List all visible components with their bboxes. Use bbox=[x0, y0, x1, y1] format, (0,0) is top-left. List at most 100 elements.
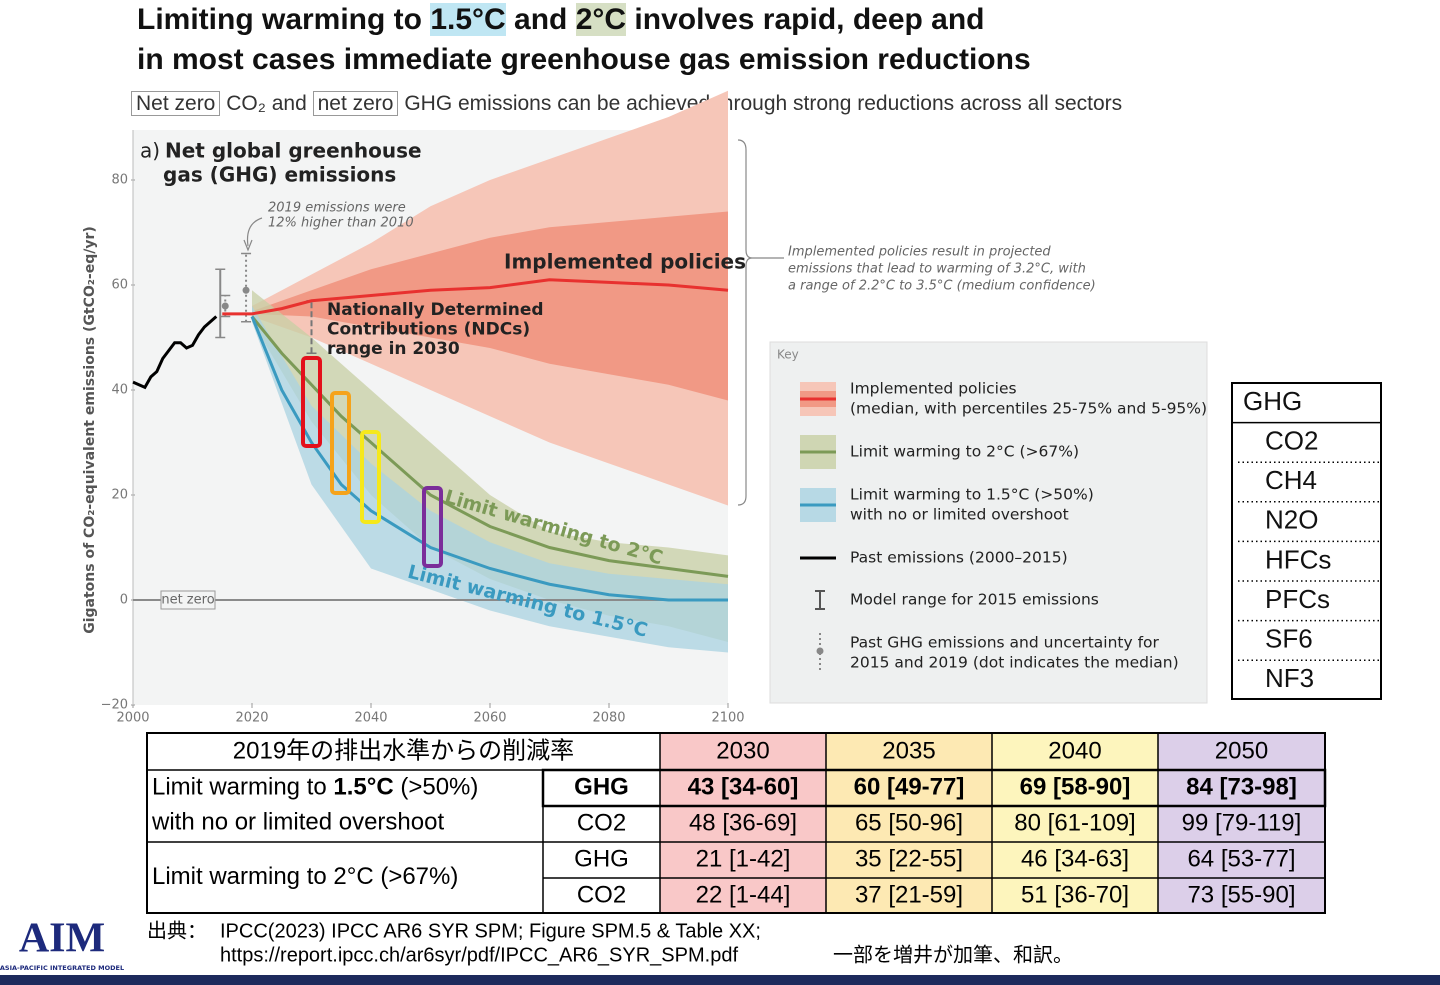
key-label: Limit warming to 1.5°C (>50%) bbox=[850, 486, 1094, 504]
gas-label: HFCs bbox=[1265, 544, 1331, 574]
annotation: range in 2030 bbox=[327, 339, 460, 359]
panel-title: gas (GHG) emissions bbox=[163, 163, 396, 187]
y-tick-label: −20 bbox=[101, 698, 128, 713]
x-tick-label: 2000 bbox=[116, 711, 149, 726]
annotation: 2019 emissions were bbox=[268, 201, 406, 216]
key-label: with no or limited overshoot bbox=[850, 506, 1069, 524]
title-highlight: 2°C bbox=[575, 3, 627, 36]
table-gas: CO2 bbox=[577, 809, 626, 836]
subtitle-box: net zero bbox=[312, 91, 399, 116]
series-line bbox=[132, 315, 218, 390]
key-label: Implemented policies bbox=[850, 380, 1017, 398]
annotation: Nationally Determined bbox=[327, 300, 544, 320]
table-cell: 21 [1-42] bbox=[696, 845, 791, 872]
table-group-label: with no or limited overshoot bbox=[151, 809, 444, 836]
key-label: (median, with percentiles 25-75% and 5-9… bbox=[850, 400, 1207, 418]
panel-title: Net global greenhouse bbox=[165, 139, 422, 163]
range-band bbox=[252, 211, 728, 401]
range-band bbox=[252, 290, 728, 642]
table-header: 2050 bbox=[1215, 737, 1268, 764]
table-cell: 65 [50-96] bbox=[855, 809, 963, 836]
table-gas: GHG bbox=[574, 845, 629, 872]
table-cell: 84 [73-98] bbox=[1186, 773, 1297, 800]
key-icon bbox=[816, 647, 824, 655]
title-text: Limiting warming to bbox=[137, 3, 431, 36]
table-gas: CO2 bbox=[577, 881, 626, 908]
series-label: Implemented policies bbox=[504, 250, 746, 274]
table-column-fill bbox=[826, 733, 992, 913]
annotation: a range of 2.2°C to 3.5°C (medium confid… bbox=[788, 279, 1096, 294]
subtitle-text: GHG emissions can be achieved through st… bbox=[404, 92, 1123, 115]
y-tick-label: 80 bbox=[111, 173, 128, 188]
table-cell: 69 [58-90] bbox=[1020, 773, 1131, 800]
highlight-box bbox=[330, 391, 351, 495]
table-header: 2019年の排出水準からの削減率 bbox=[233, 737, 574, 764]
key-label: 2015 and 2019 (dot indicates the median) bbox=[850, 654, 1179, 672]
y-tick-label: 60 bbox=[111, 278, 128, 293]
footer-bar bbox=[0, 975, 1440, 985]
y-axis-label: Gigatons of CO₂-equivalent emissions (Gt… bbox=[82, 226, 98, 634]
x-tick-label: 2060 bbox=[473, 711, 506, 726]
table-cell: 99 [79-119] bbox=[1182, 809, 1302, 836]
table-group-label-part: Limit warming to 2°C (>67%) bbox=[152, 863, 458, 890]
key-box bbox=[769, 341, 1208, 704]
annotation-arrowhead bbox=[243, 239, 253, 252]
annotation: Implemented policies result in projected bbox=[788, 245, 1051, 260]
table-group-label-part: (>50%) bbox=[394, 774, 479, 801]
key-title: Key bbox=[777, 348, 799, 362]
range-band bbox=[252, 306, 728, 653]
key-label: Model range for 2015 emissions bbox=[850, 591, 1099, 609]
table-cell: 73 [55-90] bbox=[1187, 881, 1295, 908]
gas-label: PFCs bbox=[1265, 584, 1330, 614]
source-note: 一部を増井が加筆、和訳。 bbox=[833, 943, 1073, 966]
subtitle-box: Net zero bbox=[131, 91, 221, 116]
table-cell: 43 [34-60] bbox=[688, 773, 799, 800]
table-cell: 64 [53-77] bbox=[1187, 845, 1295, 872]
x-tick-label: 2100 bbox=[711, 711, 744, 726]
annotation-arrow bbox=[246, 217, 263, 247]
y-tick-label: 0 bbox=[120, 593, 128, 608]
table-column-fill bbox=[660, 733, 826, 913]
table-group-label: Limit warming to 1.5°C (>50%) bbox=[152, 774, 478, 801]
highlight-box bbox=[301, 356, 322, 448]
x-tick-label: 2040 bbox=[354, 711, 387, 726]
bracket bbox=[737, 139, 784, 506]
series-line bbox=[222, 278, 729, 316]
table-gas-emph bbox=[541, 768, 1327, 808]
key-label: Past GHG emissions and uncertainty for bbox=[850, 634, 1160, 652]
median-dot bbox=[242, 286, 250, 294]
title-highlight: 1.5°C bbox=[430, 3, 506, 36]
annotation: 12% higher than 2010 bbox=[268, 216, 414, 231]
table-cell: 60 [49-77] bbox=[854, 773, 965, 800]
gas-label: NF3 bbox=[1265, 663, 1314, 693]
x-tick-label: 2020 bbox=[235, 711, 268, 726]
highlight-box bbox=[360, 430, 381, 524]
title: Limiting warming to 1.5°C and 2°C involv… bbox=[137, 0, 1031, 80]
key-label: Past emissions (2000–2015) bbox=[850, 549, 1068, 567]
y-tick-label: 40 bbox=[111, 383, 128, 398]
table-cell: 37 [21-59] bbox=[855, 881, 963, 908]
table-group-label: Limit warming to 2°C (>67%) bbox=[152, 863, 458, 890]
panel-label: a) bbox=[140, 139, 160, 163]
gas-label: CO2 bbox=[1265, 425, 1318, 455]
table-header: 2035 bbox=[882, 737, 935, 764]
gas-label: SF6 bbox=[1265, 623, 1313, 653]
table-group-label-part: with no or limited overshoot bbox=[151, 809, 444, 836]
net-zero-box bbox=[160, 590, 216, 610]
table-column-fill bbox=[1158, 733, 1325, 913]
table-header: 2040 bbox=[1048, 737, 1101, 764]
table-cell: 48 [36-69] bbox=[689, 809, 797, 836]
table-cell: 80 [61-109] bbox=[1014, 809, 1135, 836]
table-cell: 46 [34-63] bbox=[1021, 845, 1129, 872]
table-group-label-part: Limit warming to bbox=[152, 774, 333, 801]
table-gas: GHG bbox=[574, 773, 629, 800]
annotation: emissions that lead to warming of 3.2°C,… bbox=[788, 262, 1086, 277]
table-cell: 51 [36-70] bbox=[1021, 881, 1129, 908]
subtitle-text: CO₂ and bbox=[226, 92, 307, 115]
gas-label: N2O bbox=[1265, 505, 1318, 535]
title-text: and bbox=[505, 3, 576, 36]
title-text: involves rapid, deep and bbox=[626, 3, 985, 36]
source-text: IPCC(2023) IPCC AR6 SYR SPM; Figure SPM.… bbox=[220, 920, 761, 942]
